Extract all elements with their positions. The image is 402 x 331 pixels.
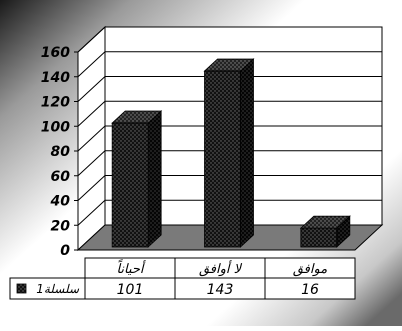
y-tick-label: 80 xyxy=(51,144,71,160)
y-tick-label: 20 xyxy=(51,218,71,234)
y-tick-label: 40 xyxy=(50,194,71,210)
gridline xyxy=(77,51,382,78)
x-category-label: لا أوافق xyxy=(199,260,243,277)
gridline xyxy=(77,125,382,152)
y-axis: 0 20 40 60 80 100 120 140 160 xyxy=(41,45,79,259)
legend-key xyxy=(16,283,27,294)
y-tick-label: 100 xyxy=(41,119,70,135)
gridline xyxy=(77,150,382,177)
gridlines xyxy=(77,26,382,226)
gridline xyxy=(77,175,382,201)
data-table-value: 101 xyxy=(117,282,144,298)
y-tick-label: 120 xyxy=(41,95,70,111)
data-table-value: 16 xyxy=(301,282,319,298)
bar-front xyxy=(111,122,149,248)
gridline xyxy=(77,100,382,127)
y-tick-label: 60 xyxy=(51,169,71,185)
bar-side xyxy=(240,58,254,248)
gridline xyxy=(77,26,382,53)
x-category-label: أحياناً xyxy=(116,259,145,277)
x-category-label: موافق xyxy=(293,262,327,277)
bar xyxy=(111,110,163,248)
y-tick-label: 0 xyxy=(60,243,70,259)
bar-front xyxy=(204,70,241,248)
bar xyxy=(203,58,255,248)
data-table-value: 143 xyxy=(207,282,234,298)
legend-series-name: سلسلة1 xyxy=(36,282,80,296)
bar-side xyxy=(147,110,162,248)
y-tick-label: 140 xyxy=(41,70,70,86)
data-table: أحياناً 101 لا أوافق 143 موافق 16 سلسلة1 xyxy=(9,257,356,300)
gridline xyxy=(77,199,382,226)
bars xyxy=(111,58,351,248)
bar-front xyxy=(300,227,338,248)
gridline xyxy=(77,76,382,102)
y-tick-label: 160 xyxy=(41,45,70,61)
bar xyxy=(299,215,351,248)
data-table-row xyxy=(9,277,356,300)
